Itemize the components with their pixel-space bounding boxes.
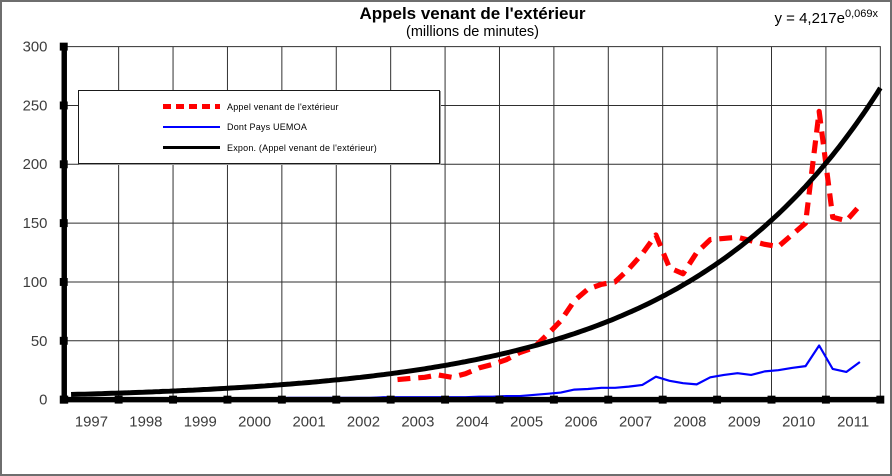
- x-tick-label: 1997: [75, 414, 108, 430]
- y-axis-tick-knob: [59, 160, 68, 169]
- y-tick-label: 300: [23, 40, 48, 56]
- y-tick-label: 0: [39, 393, 47, 409]
- x-tick-label: 2005: [510, 414, 543, 430]
- legend-item-trendline: Expon. (Appel venant de l'extérieur): [163, 143, 439, 153]
- series-line-dashed-ff0000: [397, 108, 862, 383]
- legend: Appel venant de l'extérieur Dont Pays UE…: [78, 90, 440, 164]
- black-solid-line-icon: [163, 146, 220, 149]
- x-tick-label: 2010: [782, 414, 815, 430]
- x-tick-label: 2006: [565, 414, 598, 430]
- x-tick-label: 2009: [728, 414, 761, 430]
- x-tick-label: 1998: [129, 414, 162, 430]
- y-tick-label: 250: [23, 98, 48, 114]
- y-tick-label: 50: [31, 334, 48, 350]
- x-axis-tick-knob: [821, 395, 830, 404]
- x-axis-tick-knob: [441, 395, 450, 404]
- x-axis-tick-knob: [658, 395, 667, 404]
- chart-header: Appels venant de l'extérieur (millions d…: [61, 4, 884, 40]
- x-axis-tick-knob: [549, 395, 558, 404]
- x-tick-label: 2011: [837, 414, 869, 430]
- y-tick-label: 150: [23, 216, 48, 232]
- y-axis-tick-knob: [59, 101, 68, 110]
- legend-item-appel-exterieur: Appel venant de l'extérieur: [163, 102, 439, 112]
- legend-label: Appel venant de l'extérieur: [227, 101, 339, 112]
- x-tick-label: 2007: [619, 414, 652, 430]
- x-axis-tick-knob: [332, 395, 341, 404]
- x-tick-label: 2001: [293, 414, 326, 430]
- legend-item-uemoa: Dont Pays UEMOA: [163, 122, 439, 132]
- x-axis-tick-knob: [223, 395, 232, 404]
- trendline-equation-base: y = 4,217e: [774, 10, 845, 27]
- blue-solid-line-icon: [163, 125, 220, 129]
- y-axis-tick-knob: [59, 277, 68, 286]
- legend-label: Dont Pays UEMOA: [227, 122, 308, 132]
- x-axis-tick-knob: [604, 395, 613, 404]
- x-axis-tick-knob: [713, 395, 722, 404]
- x-tick-label: 2003: [401, 414, 434, 430]
- trendline-equation: y = 4,217e0,069x: [774, 8, 878, 27]
- x-axis-tick-knob: [386, 395, 395, 404]
- y-axis-tick-knob: [59, 336, 68, 345]
- series-trendline: [71, 86, 883, 397]
- x-axis-tick-knob: [169, 395, 178, 404]
- red-dashed-line-icon: [163, 104, 220, 109]
- x-tick-label: 2002: [347, 414, 380, 430]
- trendline-equation-exponent: 0,069x: [844, 8, 878, 20]
- y-axis-tick-knob: [59, 42, 68, 51]
- chart-title: Appels venant de l'extérieur: [359, 4, 586, 23]
- y-axis-tick-knob: [59, 219, 68, 228]
- x-tick-label: 2008: [673, 414, 706, 430]
- x-axis-tick-knob: [767, 395, 776, 404]
- legend-label: Expon. (Appel venant de l'extérieur): [227, 142, 378, 153]
- x-axis-tick-knob: [277, 395, 286, 404]
- x-tick-label: 1999: [184, 414, 217, 430]
- x-axis-tick-knob: [876, 395, 885, 404]
- chart-subtitle: (millions de minutes): [406, 23, 539, 40]
- x-axis-tick-knob: [60, 395, 69, 404]
- x-tick-label: 2004: [456, 414, 489, 430]
- x-tick-label: 2000: [238, 414, 271, 430]
- y-tick-label: 100: [23, 275, 48, 291]
- y-tick-label: 200: [23, 157, 48, 173]
- x-axis-tick-knob: [114, 395, 123, 404]
- x-axis-tick-knob: [495, 395, 504, 404]
